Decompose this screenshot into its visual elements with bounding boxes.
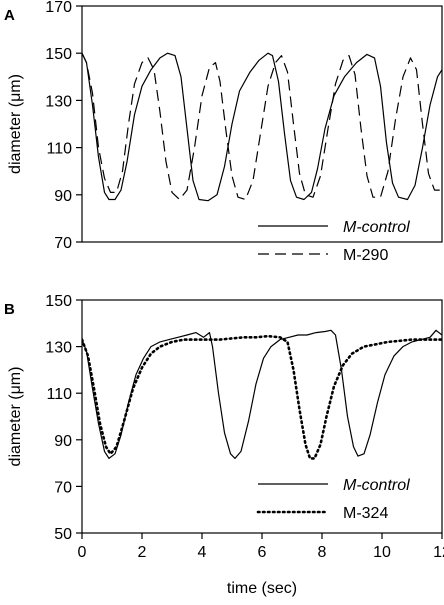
y-tick-label: 50 (54, 526, 72, 543)
y-tick-label: 70 (54, 479, 72, 496)
legend-label: M-324 (343, 505, 388, 522)
x-tick-label: 6 (258, 544, 267, 561)
y-tick-label: 150 (45, 46, 72, 63)
y-tick-label: 130 (45, 340, 72, 357)
plot-frame (81, 5, 443, 243)
y-tick-label: 110 (46, 386, 72, 403)
series-line-m-324 (82, 334, 442, 460)
y-tick-label: 130 (45, 93, 72, 110)
series-line-m-290 (82, 52, 442, 201)
panel-label: B (4, 301, 15, 318)
x-tick-label: 10 (373, 544, 391, 561)
x-tick-label: 8 (318, 544, 327, 561)
y-tick-label: 70 (54, 235, 72, 252)
x-axis-label: time (sec) (227, 580, 297, 597)
x-tick-label: 2 (138, 544, 147, 561)
y-tick-label: 110 (46, 141, 72, 158)
plot-frame (81, 299, 443, 534)
legend-label: M-control (343, 219, 410, 236)
y-axis-label: diameter (μm) (7, 367, 24, 467)
chart-panel-B: B 50 70 90 110 130 150 0 2 4 6 8 10 12 diameter (μm) ti… (4, 293, 444, 597)
y-tick-label: 90 (54, 188, 72, 205)
chart-panel-A: A 70 90 110 130 150 170 diameter (μm) M-control M… (4, 0, 443, 264)
legend-label: M-control (343, 477, 410, 494)
y-tick-label: 90 (54, 433, 72, 450)
series-line-m-control (82, 329, 442, 459)
x-tick-label: 12 (433, 544, 444, 561)
x-tick-label: 0 (78, 544, 87, 561)
x-tick-label: 4 (198, 544, 207, 561)
legend-label: M-290 (343, 247, 388, 264)
y-axis-label: diameter (μm) (7, 74, 24, 174)
panel-label: A (4, 7, 15, 24)
y-tick-label: 150 (45, 293, 72, 310)
y-tick-label: 170 (45, 0, 72, 16)
series-line-m-control (82, 52, 442, 202)
